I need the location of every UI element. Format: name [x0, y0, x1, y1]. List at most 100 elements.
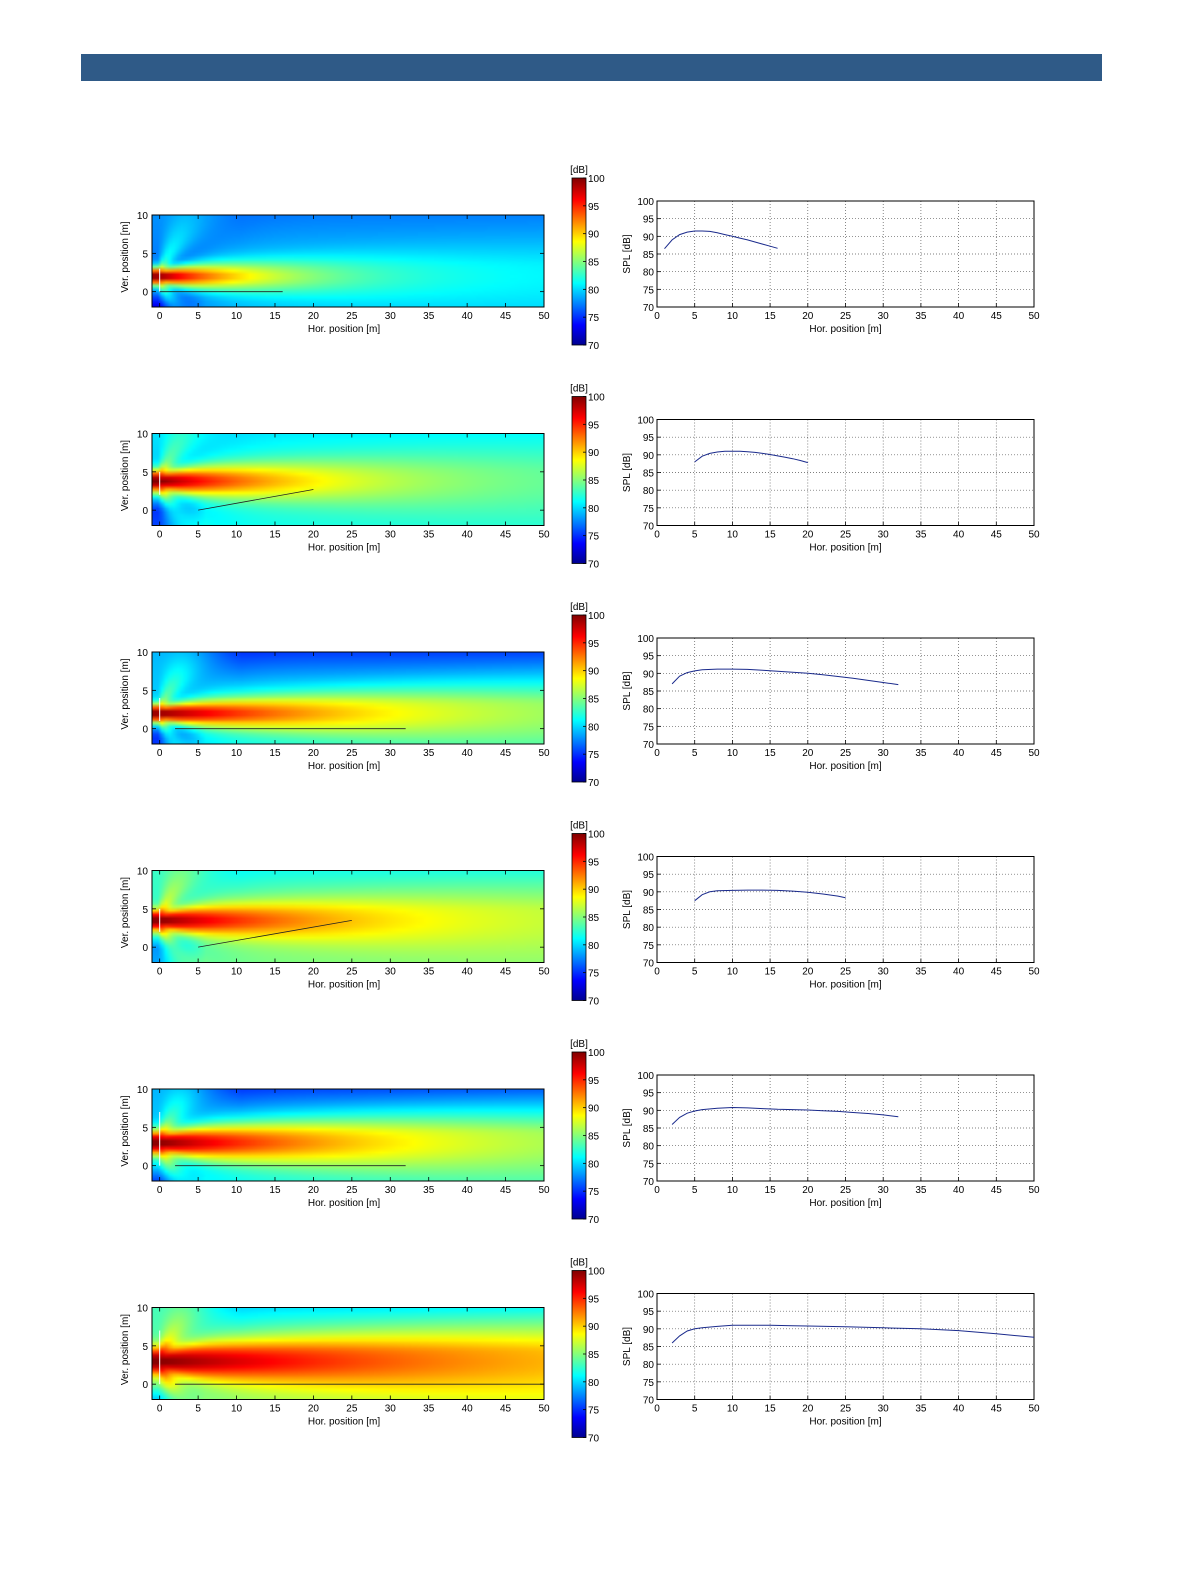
x-tick-label: 0	[157, 748, 163, 759]
x-tick-label: 15	[765, 1404, 777, 1415]
y-tick-label: 0	[142, 1380, 148, 1391]
y-tick-label: 70	[643, 959, 655, 970]
x-tick-label: 50	[538, 967, 550, 978]
x-tick-label: 30	[385, 748, 397, 759]
x-tick-label: 25	[346, 1185, 358, 1196]
x-tick-label: 15	[269, 967, 281, 978]
x-tick-label: 50	[538, 1404, 550, 1415]
y-tick-label: 75	[643, 504, 655, 515]
y-tick-label: 80	[643, 268, 655, 279]
heatmap-field	[152, 215, 544, 307]
y-tick-label: 80	[643, 1142, 655, 1153]
x-tick-label: 45	[991, 748, 1003, 759]
colorbar-tick-label: 95	[588, 639, 600, 650]
colorbar-tick-label: 70	[588, 560, 600, 571]
y-tick-label: 95	[643, 652, 655, 663]
x-axis-label: Hor. position [m]	[308, 543, 380, 554]
x-tick-label: 0	[157, 967, 163, 978]
x-tick-label: 30	[878, 748, 890, 759]
x-tick-label: 25	[840, 748, 852, 759]
heatmap-panel-3: 0 5 10 15 20 25 30 35 40 45 50 0 5 10 Hor. position [m…	[120, 648, 550, 772]
x-tick-label: 5	[692, 530, 698, 541]
x-tick-label: 5	[692, 748, 698, 759]
x-tick-label: 5	[195, 748, 201, 759]
y-tick-label: 10	[137, 1085, 149, 1096]
heatmap-panel-4: 0 5 10 15 20 25 30 35 40 45 50 0 5 10 Hor. position [m…	[120, 867, 550, 991]
x-tick-label: 10	[231, 748, 243, 759]
colorbar-label: [dB]	[570, 165, 588, 176]
y-tick-label: 95	[643, 433, 655, 444]
y-tick-label: 5	[142, 1342, 148, 1353]
y-tick-label: 85	[643, 906, 655, 917]
y-tick-label: 75	[643, 1378, 655, 1389]
y-tick-label: 95	[643, 1089, 655, 1100]
y-tick-label: 75	[643, 941, 655, 952]
y-tick-label: 95	[643, 215, 655, 226]
y-tick-label: 90	[643, 1106, 655, 1117]
x-tick-label: 45	[500, 311, 512, 322]
colorbar-1: [dB]100 95 90 85 80 75 70	[570, 165, 605, 352]
x-tick-label: 5	[692, 967, 698, 978]
colorbar-label: [dB]	[570, 1258, 588, 1269]
x-tick-label: 5	[195, 1404, 201, 1415]
y-tick-label: 70	[643, 740, 655, 751]
y-tick-label: 95	[643, 1307, 655, 1318]
x-tick-label: 50	[538, 530, 550, 541]
heatmap-field	[152, 1089, 544, 1181]
x-tick-label: 15	[269, 1404, 281, 1415]
x-tick-label: 40	[953, 1404, 965, 1415]
y-tick-label: 0	[142, 1162, 148, 1173]
spl-series-line	[694, 889, 846, 902]
x-tick-label: 25	[840, 530, 852, 541]
x-tick-label: 20	[802, 1185, 814, 1196]
x-tick-label: 20	[308, 311, 320, 322]
x-tick-label: 5	[692, 1185, 698, 1196]
colorbar-tick-label: 95	[588, 202, 600, 213]
colorbar-tick-label: 95	[588, 1076, 600, 1087]
y-tick-label: 90	[643, 451, 655, 462]
x-tick-label: 35	[915, 1404, 927, 1415]
colorbar-tick-label: 100	[588, 830, 605, 841]
y-tick-label: 100	[637, 634, 654, 645]
y-axis-label: SPL [dB]	[622, 1108, 633, 1147]
audience-line	[198, 919, 352, 948]
x-tick-label: 40	[953, 311, 965, 322]
y-tick-label: 80	[643, 705, 655, 716]
x-tick-label: 25	[346, 530, 358, 541]
x-tick-label: 10	[727, 530, 739, 541]
colorbar-tick-label: 80	[588, 941, 600, 952]
x-tick-label: 10	[231, 1404, 243, 1415]
x-tick-label: 45	[991, 311, 1003, 322]
colorbar-tick-label: 80	[588, 504, 600, 515]
x-tick-label: 0	[654, 967, 660, 978]
x-tick-label: 35	[915, 1185, 927, 1196]
colorbar-tick-label: 85	[588, 258, 600, 269]
y-tick-label: 80	[643, 1360, 655, 1371]
x-tick-label: 35	[915, 311, 927, 322]
x-tick-label: 5	[195, 530, 201, 541]
x-tick-label: 25	[346, 1404, 358, 1415]
heatmap-frame	[151, 433, 545, 526]
x-tick-label: 50	[1028, 311, 1040, 322]
x-tick-label: 20	[802, 748, 814, 759]
x-tick-label: 0	[654, 1404, 660, 1415]
header-bar	[81, 54, 1102, 81]
x-tick-label: 15	[269, 1185, 281, 1196]
spl-series-line	[694, 450, 808, 464]
x-tick-label: 40	[462, 311, 474, 322]
colorbar-tick-label: 90	[588, 667, 600, 678]
y-tick-label: 5	[142, 1123, 148, 1134]
x-tick-label: 45	[500, 967, 512, 978]
x-tick-label: 10	[727, 1404, 739, 1415]
y-axis-label: Ver. position [m]	[120, 1095, 131, 1166]
heatmap-panel-1: 0 5 10 15 20 25 30 35 40 45 50 0 5 10 Hor. position [m…	[120, 211, 550, 335]
heatmap-field	[152, 433, 544, 526]
colorbar-tick-label: 95	[588, 857, 600, 868]
y-tick-label: 70	[643, 1396, 655, 1407]
y-axis-label: SPL [dB]	[622, 453, 633, 492]
x-tick-label: 40	[953, 1185, 965, 1196]
y-tick-label: 75	[643, 722, 655, 733]
colorbar-2: [dB]100 95 90 85 80 75 70	[570, 384, 605, 571]
y-tick-label: 10	[137, 867, 149, 878]
colorbar-tick-label: 70	[588, 778, 600, 789]
